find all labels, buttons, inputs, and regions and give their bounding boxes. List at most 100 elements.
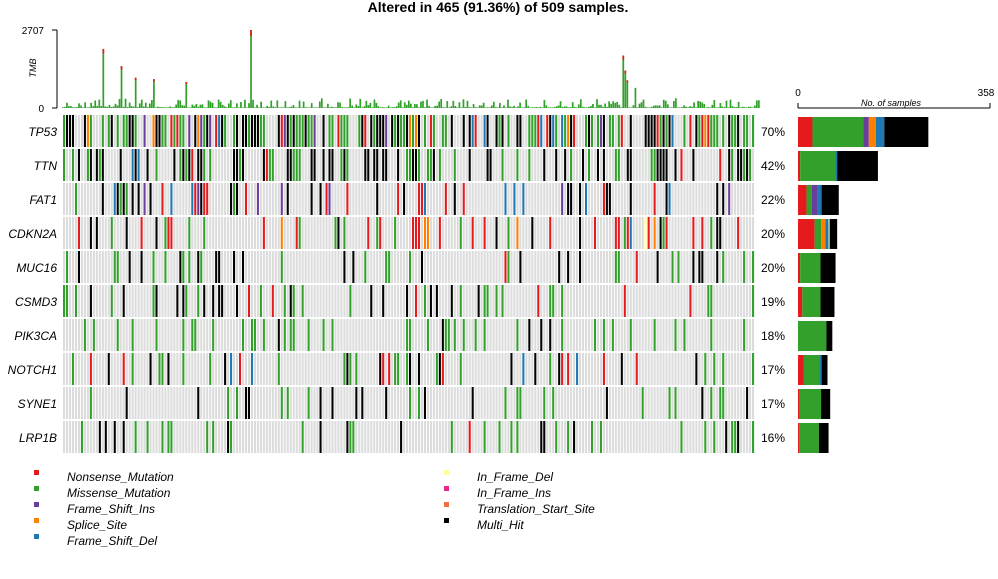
tmb-bar	[685, 106, 687, 108]
grid-cell	[468, 285, 471, 317]
gene-label-muc16: MUC16	[16, 261, 57, 275]
grid-cell	[623, 183, 626, 215]
grid-cell	[406, 115, 409, 147]
grid-cell	[74, 115, 78, 147]
grid-cell	[194, 319, 197, 351]
legend-swatch	[34, 486, 39, 491]
tmb-bar	[221, 104, 224, 108]
grid-cell	[438, 149, 441, 181]
grid-cell	[561, 421, 564, 453]
grid-cell	[662, 115, 665, 147]
grid-cell	[355, 115, 358, 147]
gene-count-segment	[829, 219, 838, 249]
grid-cell	[558, 183, 561, 215]
grid-cell	[656, 217, 659, 249]
grid-cell	[411, 115, 415, 147]
grid-cell	[564, 115, 567, 147]
grid-cell	[262, 387, 265, 419]
grid-cell	[671, 353, 674, 385]
grid-cell	[608, 387, 611, 419]
grid-cell	[227, 217, 230, 249]
grid-cell	[510, 149, 513, 181]
grid-cell	[143, 217, 146, 249]
grid-cell	[63, 319, 66, 351]
grid-cell	[307, 421, 310, 453]
grid-cell	[629, 353, 632, 385]
grid-cell	[704, 115, 707, 147]
grid-cell	[343, 387, 346, 419]
grid-cell	[98, 149, 101, 181]
grid-cell	[277, 217, 280, 249]
grid-cell	[516, 421, 519, 453]
grid-cell	[113, 149, 116, 181]
tmb-bar	[424, 107, 426, 108]
grid-cell	[435, 149, 438, 181]
grid-cell	[617, 421, 620, 453]
grid-cell	[313, 149, 316, 181]
grid-cell	[611, 421, 614, 453]
grid-cell	[555, 285, 558, 317]
grid-cell	[286, 319, 289, 351]
grid-cell	[385, 285, 388, 317]
grid-cell	[617, 319, 620, 351]
grid-cell	[540, 217, 543, 249]
grid-cell	[734, 319, 737, 351]
grid-cell	[307, 217, 310, 249]
grid-cell	[570, 149, 573, 181]
grid-cell	[456, 319, 459, 351]
grid-cell	[209, 387, 212, 419]
grid-cell	[224, 251, 227, 283]
tmb-bar	[652, 105, 655, 108]
grid-cell	[349, 251, 352, 283]
tmb-bar	[102, 48, 105, 108]
grid-cell	[414, 421, 418, 453]
grid-cell	[179, 251, 182, 283]
grid-cell	[590, 149, 594, 181]
grid-cell	[510, 353, 513, 385]
grid-cell	[215, 353, 218, 385]
grid-cell	[146, 251, 149, 283]
grid-cell	[587, 217, 591, 249]
grid-cell	[188, 115, 191, 147]
grid-cell	[417, 387, 421, 419]
grid-cell	[561, 319, 564, 351]
grid-cell	[167, 217, 170, 249]
grid-cell	[244, 217, 248, 249]
grid-cell	[540, 319, 543, 351]
grid-cell	[370, 149, 373, 181]
grid-cell	[635, 421, 638, 453]
grid-cell	[602, 183, 605, 215]
grid-cell	[576, 353, 579, 385]
grid-cell	[307, 353, 310, 385]
tmb-bar	[213, 107, 216, 108]
grid-cell	[435, 183, 438, 215]
grid-cell	[567, 387, 570, 419]
grid-cell	[662, 387, 665, 419]
grid-cell	[749, 251, 752, 283]
tmb-bar	[130, 106, 133, 108]
grid-cell	[173, 217, 176, 249]
grid-cell	[200, 387, 203, 419]
percent-labels: 70%42%22%20%20%19%18%17%17%16%	[761, 125, 785, 445]
tmb-bar	[737, 101, 740, 108]
grid-cell	[414, 251, 418, 283]
grid-cell	[570, 217, 573, 249]
grid-cell	[173, 115, 176, 147]
grid-cell	[86, 149, 89, 181]
grid-cell	[125, 285, 128, 317]
grid-cell	[414, 183, 418, 215]
grid-cell	[221, 183, 224, 215]
grid-cell	[403, 115, 406, 147]
tmb-bar	[743, 107, 746, 108]
grid-cell	[382, 319, 385, 351]
grid-cell	[325, 115, 328, 147]
grid-cell	[689, 421, 692, 453]
grid-cell	[456, 149, 459, 181]
grid-cell	[486, 285, 489, 317]
tmb-bar	[418, 107, 420, 108]
chart-title: Altered in 465 (91.36%) of 509 samples.	[368, 0, 629, 15]
grid-cell	[620, 183, 623, 215]
grid-cell	[385, 149, 388, 181]
grid-cell	[411, 353, 415, 385]
grid-cell	[92, 217, 95, 249]
